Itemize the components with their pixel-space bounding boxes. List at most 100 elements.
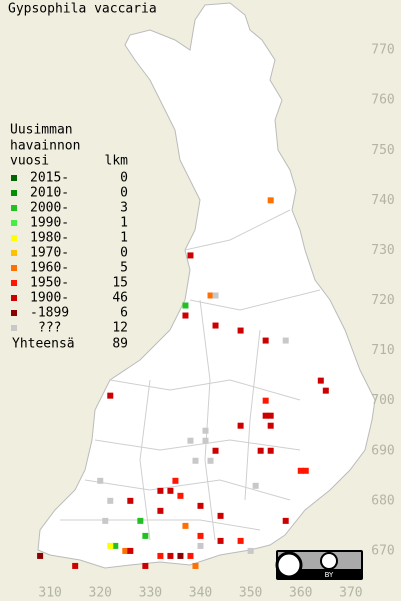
occurrence-square bbox=[102, 517, 109, 524]
occurrence-square bbox=[107, 497, 114, 504]
legend-swatch bbox=[11, 205, 17, 211]
x-tick-label: 360 bbox=[289, 586, 312, 601]
license-text: BY bbox=[325, 571, 334, 579]
legend-swatch bbox=[11, 310, 17, 316]
legend-swatch bbox=[11, 175, 17, 181]
y-tick-label: 690 bbox=[371, 443, 394, 458]
legend-label: 1990- bbox=[30, 216, 69, 231]
occurrence-square bbox=[207, 457, 214, 464]
count-header: lkm bbox=[105, 154, 129, 169]
occurrence-square bbox=[157, 552, 164, 559]
occurrence-square bbox=[127, 497, 134, 504]
total-count: 89 bbox=[112, 337, 128, 352]
occurrence-square bbox=[122, 547, 129, 554]
occurrence-square bbox=[177, 492, 184, 499]
legend-label: 2015- bbox=[30, 171, 69, 186]
by-icon bbox=[320, 552, 338, 570]
y-tick-label: 740 bbox=[371, 193, 394, 208]
occurrence-square bbox=[212, 292, 219, 299]
y-tick-label: 720 bbox=[371, 293, 394, 308]
occurrence-square bbox=[282, 337, 289, 344]
legend-label: 1980- bbox=[30, 231, 69, 246]
legend-swatch bbox=[11, 325, 17, 331]
occurrence-square bbox=[177, 552, 184, 559]
occurrence-square bbox=[237, 537, 244, 544]
occurrence-square bbox=[107, 542, 114, 549]
occurrence-square bbox=[302, 467, 309, 474]
occurrence-square bbox=[187, 252, 194, 259]
legend-count: 6 bbox=[120, 306, 128, 321]
license-badge: BY bbox=[275, 550, 363, 580]
occurrence-square bbox=[212, 322, 219, 329]
occurrence-square bbox=[322, 387, 329, 394]
occurrence-square bbox=[267, 197, 274, 204]
y-tick-label: 710 bbox=[371, 343, 394, 358]
y-tick-label: 760 bbox=[371, 93, 394, 108]
legend-count: 46 bbox=[112, 291, 128, 306]
occurrence-square bbox=[127, 547, 134, 554]
x-tick-label: 310 bbox=[38, 586, 61, 601]
occurrence-square bbox=[197, 502, 204, 509]
y-tick-label: 750 bbox=[371, 143, 394, 158]
occurrence-square bbox=[157, 487, 164, 494]
occurrence-square bbox=[112, 542, 119, 549]
occurrence-square bbox=[182, 522, 189, 529]
x-tick-label: 320 bbox=[89, 586, 112, 601]
legend-count: 15 bbox=[112, 276, 128, 291]
y-tick-label: 700 bbox=[371, 393, 394, 408]
occurrence-square bbox=[217, 512, 224, 519]
occurrence-square bbox=[142, 532, 149, 539]
legend-count: 12 bbox=[112, 321, 128, 336]
y-tick-label: 730 bbox=[371, 243, 394, 258]
legend-title: vuosi bbox=[10, 154, 49, 169]
occurrence-square bbox=[237, 422, 244, 429]
occurrence-square bbox=[262, 412, 269, 419]
y-tick-label: 670 bbox=[371, 543, 394, 558]
legend-label: -1899 bbox=[30, 306, 69, 321]
legend-title: Uusimman bbox=[10, 123, 73, 138]
occurrence-square bbox=[202, 437, 209, 444]
legend-swatch bbox=[11, 295, 17, 301]
occurrence-square bbox=[37, 552, 44, 559]
occurrence-square bbox=[267, 422, 274, 429]
legend-swatch bbox=[11, 235, 17, 241]
x-tick-label: 330 bbox=[139, 586, 162, 601]
x-tick-label: 350 bbox=[239, 586, 262, 601]
y-tick-label: 770 bbox=[371, 43, 394, 58]
occurrence-square bbox=[192, 562, 199, 569]
occurrence-square bbox=[267, 412, 274, 419]
region-border bbox=[60, 209, 321, 541]
occurrence-square bbox=[207, 292, 214, 299]
occurrence-square bbox=[197, 532, 204, 539]
occurrence-square bbox=[247, 547, 254, 554]
occurrence-square bbox=[107, 392, 114, 399]
legend-swatch bbox=[11, 265, 17, 271]
legend-label: 2000- bbox=[30, 201, 69, 216]
occurrence-square bbox=[137, 517, 144, 524]
occurrence-square bbox=[182, 312, 189, 319]
occurrence-square bbox=[72, 562, 79, 569]
y-tick-label: 680 bbox=[371, 493, 394, 508]
legend-label: 1950- bbox=[30, 276, 69, 291]
occurrence-square bbox=[197, 542, 204, 549]
occurrence-square bbox=[97, 477, 104, 484]
legend-label: 1970- bbox=[30, 246, 69, 261]
occurrence-square bbox=[182, 302, 189, 309]
legend-label: 1900- bbox=[30, 291, 69, 306]
legend-swatch bbox=[11, 220, 17, 226]
legend-count: 0 bbox=[120, 246, 128, 261]
legend-label: 1960- bbox=[30, 261, 69, 276]
occurrence-square bbox=[192, 457, 199, 464]
occurrence-square bbox=[202, 427, 209, 434]
legend-count: 1 bbox=[120, 231, 128, 246]
legend-title: havainnon bbox=[10, 139, 80, 154]
occurrence-square bbox=[187, 437, 194, 444]
occurrence-square bbox=[282, 517, 289, 524]
legend-swatch bbox=[11, 190, 17, 196]
occurrence-square bbox=[297, 467, 304, 474]
occurrence-square bbox=[262, 397, 269, 404]
legend-count: 3 bbox=[120, 201, 128, 216]
legend-swatch bbox=[11, 250, 17, 256]
map-title: Gypsophila vaccaria bbox=[8, 2, 157, 17]
